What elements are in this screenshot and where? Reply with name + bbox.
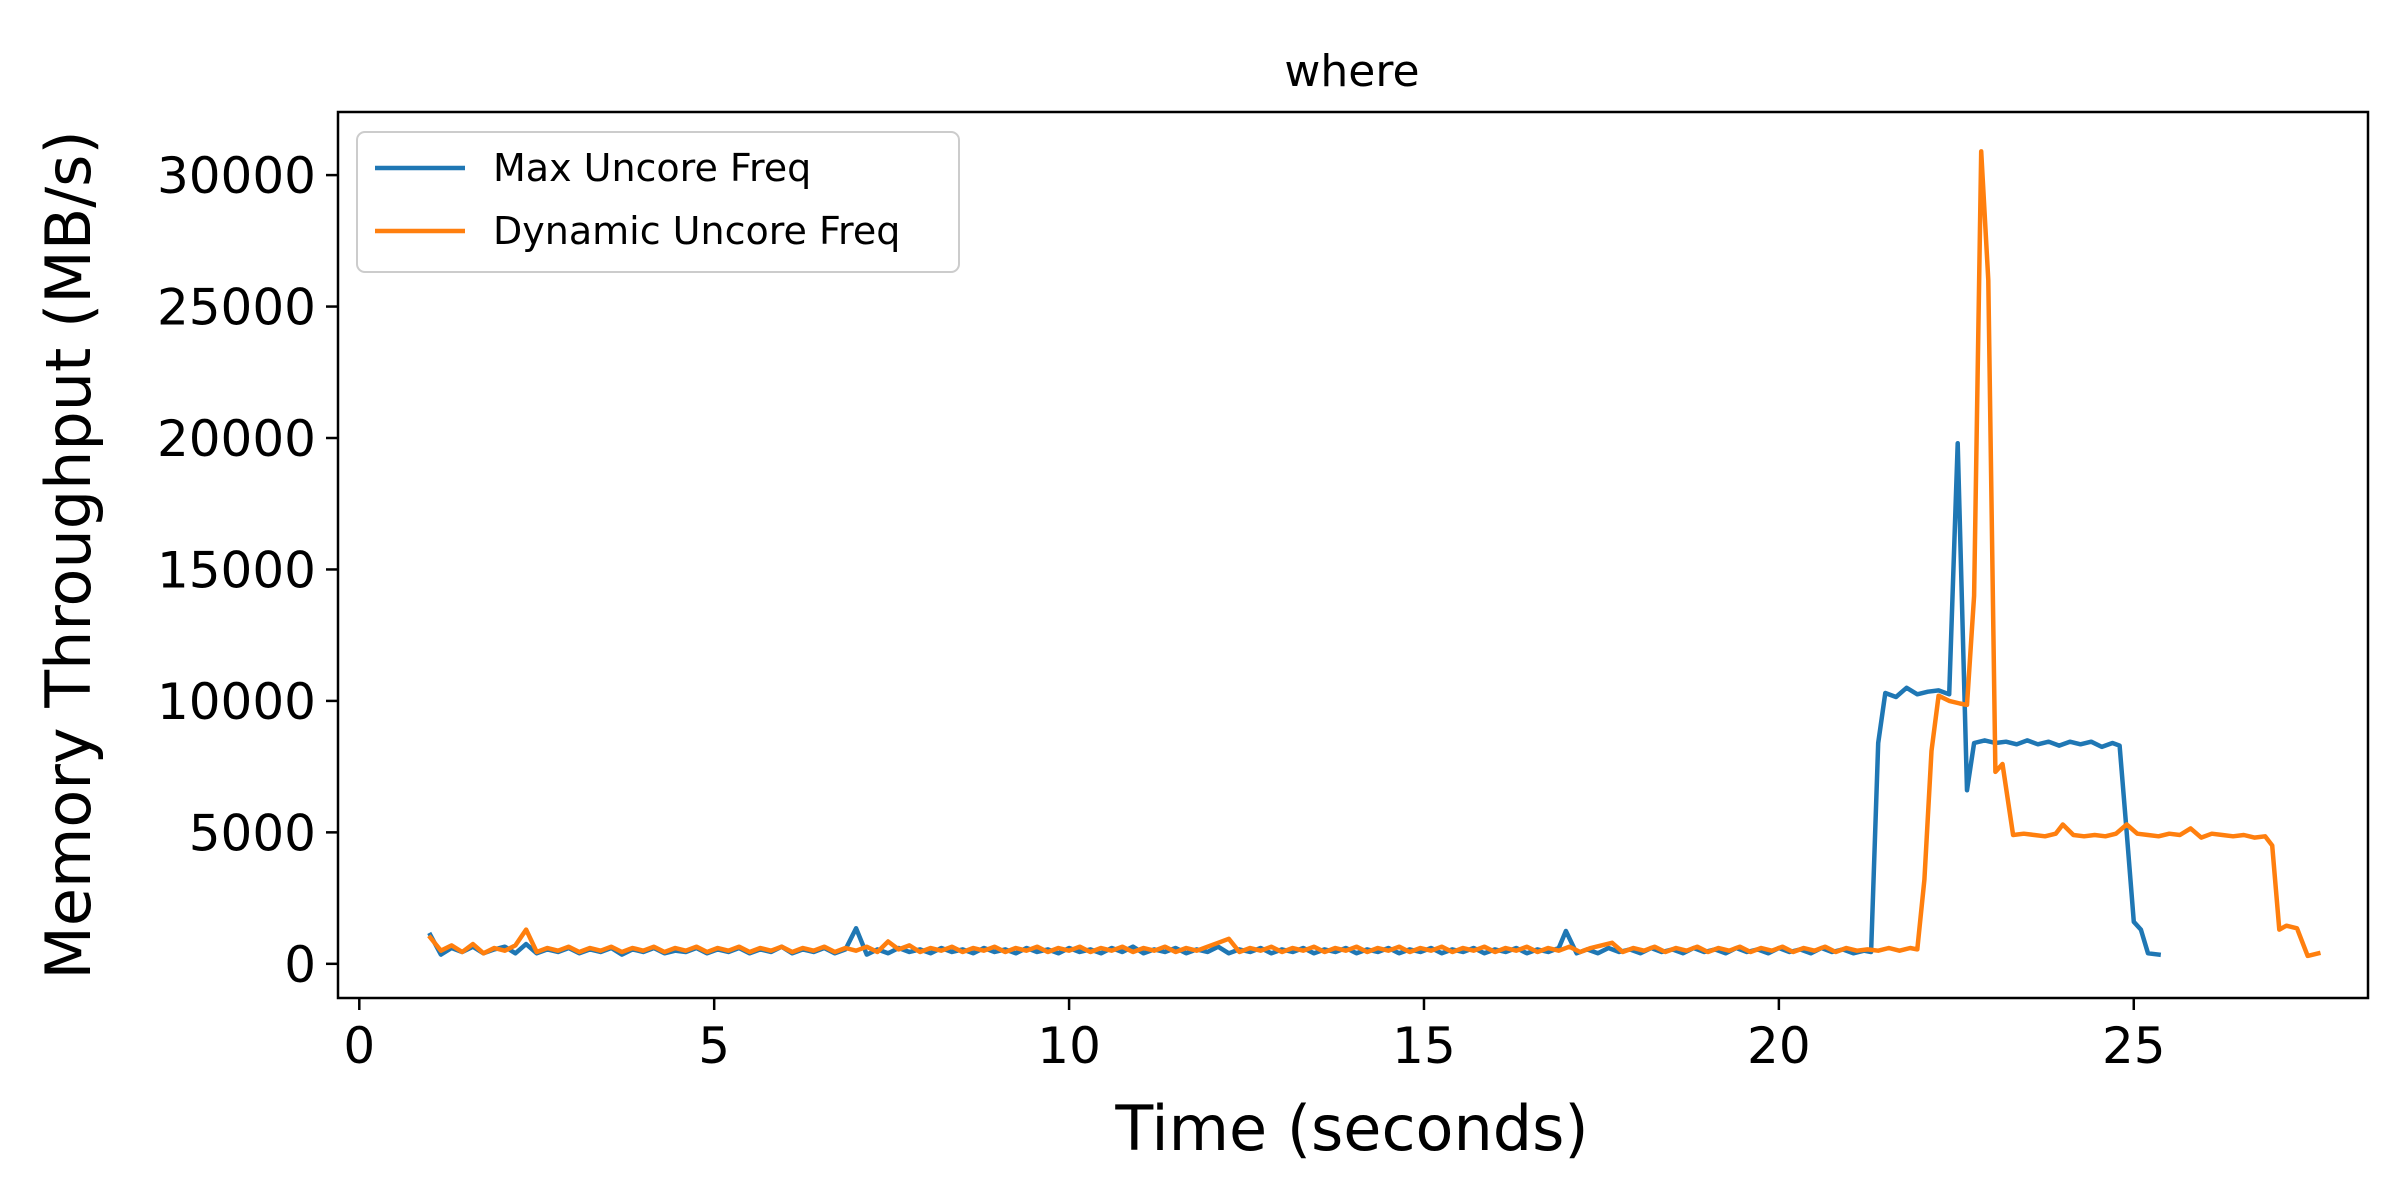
x-axis-label: Time (seconds)	[1114, 1092, 1588, 1165]
y-tick-label: 15000	[157, 541, 316, 599]
y-tick-label: 30000	[157, 147, 316, 205]
y-tick-label: 10000	[157, 673, 316, 731]
x-axis-ticks: 0 5 10 15 20 25	[343, 998, 2166, 1075]
y-tick-label: 5000	[189, 804, 316, 862]
y-axis-ticks: 0 5000 10000 15000 20000 25000 30000	[157, 147, 338, 994]
x-tick-label: 5	[698, 1017, 730, 1075]
x-tick-label: 25	[2102, 1017, 2166, 1075]
x-tick-label: 0	[343, 1017, 375, 1075]
y-tick-label: 20000	[157, 410, 316, 468]
x-tick-label: 15	[1392, 1017, 1456, 1075]
legend: Max Uncore Freq Dynamic Uncore Freq	[356, 131, 960, 273]
x-tick-label: 20	[1747, 1017, 1811, 1075]
y-tick-label: 0	[284, 936, 316, 994]
series-line-dynamic-uncore-freq	[427, 149, 2322, 959]
series-layer	[427, 149, 2322, 959]
legend-label-max-uncore-freq: Max Uncore Freq	[493, 146, 811, 190]
y-axis-label: Memory Throughput (MB/s)	[32, 130, 105, 979]
series-line-max-uncore-freq	[427, 441, 2162, 958]
x-tick-label: 10	[1037, 1017, 1101, 1075]
y-tick-label: 25000	[157, 279, 316, 337]
chart-title: where	[1284, 46, 1419, 97]
plot-frame	[336, 110, 2370, 1000]
legend-label-dynamic-uncore-freq: Dynamic Uncore Freq	[493, 209, 900, 253]
legend-box	[356, 131, 960, 273]
